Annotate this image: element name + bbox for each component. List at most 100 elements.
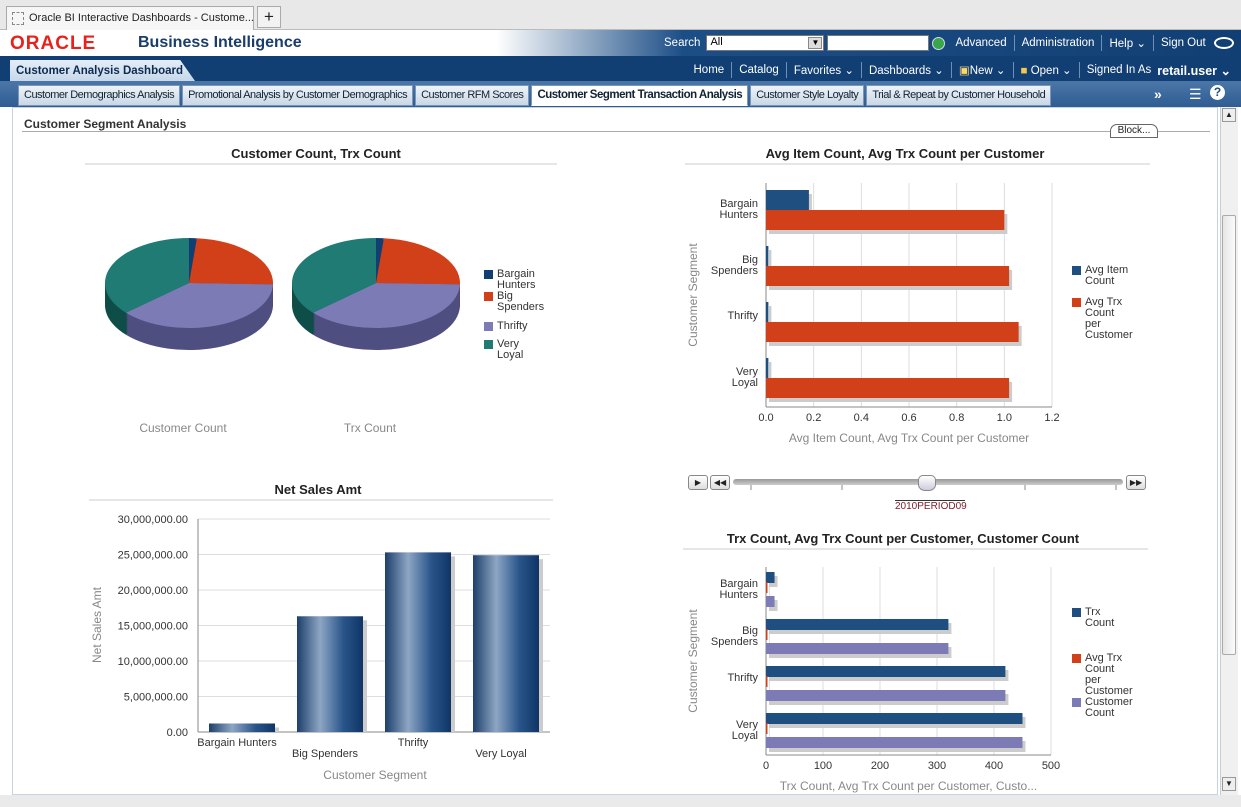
home-link[interactable]: Home [693,64,725,76]
tab-trial-repeat[interactable]: Trial & Repeat by Customer Household [866,85,1052,106]
dashboard-tab[interactable]: Customer Analysis Dashboard [10,60,195,81]
legend-swatch [1072,698,1081,707]
divider [1152,35,1154,51]
slider-thumb[interactable] [918,475,936,491]
sign-out-link[interactable]: Sign Out [1160,37,1206,49]
rewind-button[interactable]: ◀◀ [710,475,730,490]
bar-shadow [769,250,772,270]
divider [731,62,733,78]
y-tick-label: 30,000,000.00 [118,514,188,526]
pie-slice-thrifty [125,283,273,328]
y-tick-label: 15,000,000.00 [118,621,188,633]
new-menu[interactable]: ▣New ⌄ [958,65,1006,77]
x-tick-label: 0 [763,760,769,772]
bar-avg-item-count [766,302,769,322]
scroll-up-button[interactable]: ▲ [1222,108,1236,122]
help-icon[interactable]: ? [1210,85,1225,100]
x-tick-label: Bargain Hunters [197,737,277,749]
pie-label: Customer Count [139,421,227,435]
category-label: Thrifty [727,310,758,322]
browser-tab[interactable]: Oracle BI Interactive Dashboards - Custo… [6,6,254,30]
x-tick-label: Thrifty [398,737,429,749]
help-menu[interactable]: Help ⌄ [1109,38,1146,50]
section-title: Customer Segment Analysis [24,117,187,131]
tab-customer-rfm[interactable]: Customer RFM Scores [415,85,530,106]
status-bar [0,795,1241,807]
bar-avg-trx-count-per-customer [766,322,1019,342]
x-tick-label: 0.4 [854,412,869,424]
category-label: Spenders [711,265,759,277]
block-button[interactable]: Block... [1110,124,1158,138]
category-label: Very [736,719,759,731]
fast-forward-button[interactable]: ▶▶ [1126,475,1146,490]
tab-customer-style-loyalty[interactable]: Customer Style Loyalty [750,85,865,106]
category-label: Bargain [720,578,758,590]
legend-label: Loyal [497,349,523,361]
legend-label: Hunters [497,279,536,291]
search-label: Search [664,37,701,49]
x-tick-label: 200 [871,760,889,772]
category-label: Spenders [711,636,759,648]
search-scope-value: All [710,36,723,48]
legend-label: Spenders [497,301,545,313]
catalog-link[interactable]: Catalog [739,64,779,76]
search-input[interactable] [827,35,930,51]
chart-title: Net Sales Amt [275,482,363,497]
x-tick-label: 1.2 [1044,412,1059,424]
bar-avg-trx-count-per-customer [766,210,1005,230]
tab-customer-segment-transaction[interactable]: Customer Segment Transaction Analysis [531,85,749,106]
advanced-link[interactable]: Advanced [955,37,1007,49]
legend-label: Avg Trx [1085,296,1123,308]
bar-trx-count [766,572,775,583]
category-label: Bargain [720,198,758,210]
bar-trx-count [766,713,1023,724]
open-menu[interactable]: ■ Open ⌄ [1020,65,1072,77]
oracle-globe-icon [1213,37,1234,49]
play-button[interactable]: ▶ [688,475,708,490]
pie-slice-bargain-hunters [376,238,384,283]
page-tabs: Customer Demographics Analysis Promotion… [18,85,1148,106]
bar-shadow [769,362,772,382]
new-label: New [969,65,993,77]
dashboards-menu[interactable]: Dashboards ⌄ [868,65,944,77]
more-tabs-icon[interactable]: » [1154,86,1162,102]
bar-customer-count [766,596,775,607]
page-options-icon[interactable]: ☰ [1189,86,1202,102]
favorites-label: Favorites [793,65,842,77]
bar-net-sales [297,616,363,732]
y-axis-label: Customer Segment [686,609,700,713]
category-label: Hunters [719,589,758,601]
legend-label: Avg Item [1085,264,1128,276]
header-bar [0,30,1241,56]
x-tick-label: 500 [1042,760,1060,772]
y-axis-label: Customer Segment [686,243,700,347]
x-tick-label: 1.0 [997,412,1012,424]
help-label: Help [1109,38,1134,50]
bar-shadow [769,633,770,644]
new-tab-button[interactable]: + [257,6,281,28]
search-scope-select[interactable]: All ▼ [706,35,825,51]
divider [785,62,787,78]
bar-shadow [769,680,770,691]
folder-icon: ■ [1020,65,1028,77]
bar-avg-trx-count-per-customer [766,582,768,593]
scroll-down-button[interactable]: ▼ [1222,777,1236,791]
divider [1078,62,1080,78]
scrollbar-thumb[interactable] [1222,215,1236,655]
favorites-menu[interactable]: Favorites ⌄ [793,65,854,77]
x-tick-label: 300 [928,760,946,772]
bar-customer-count [766,690,1006,701]
bar-customer-count [766,643,949,654]
tab-customer-demographics[interactable]: Customer Demographics Analysis [18,85,181,106]
legend-swatch [484,292,493,301]
search-go-icon[interactable] [932,36,946,50]
pie-slice-big-spenders [376,238,460,285]
tab-promotional-analysis[interactable]: Promotional Analysis by Customer Demogra… [182,85,414,106]
legend-label: Count [1085,707,1114,719]
user-menu[interactable]: retail.user ⌄ [1157,63,1231,78]
bar-net-sales [473,555,539,732]
username: retail.user [1157,63,1218,78]
administration-link[interactable]: Administration [1021,37,1095,49]
bar-shadow [769,727,770,738]
